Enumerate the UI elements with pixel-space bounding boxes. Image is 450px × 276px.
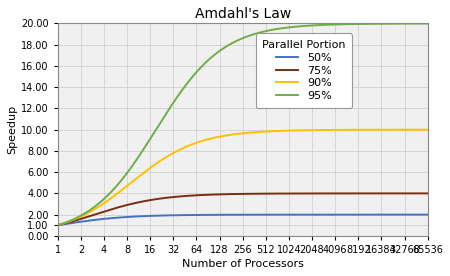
75%: [275, 192, 281, 195]
75%: [255, 192, 261, 195]
90%: [55, 224, 60, 227]
95%: [55, 224, 60, 227]
95%: [231, 41, 236, 44]
75%: [55, 224, 60, 227]
75%: [231, 192, 236, 196]
Title: Amdahl's Law: Amdahl's Law: [194, 7, 291, 21]
75%: [233, 192, 238, 196]
95%: [425, 22, 430, 25]
50%: [416, 213, 421, 216]
Line: 90%: 90%: [58, 130, 428, 225]
90%: [358, 128, 364, 131]
X-axis label: Number of Processors: Number of Processors: [182, 259, 304, 269]
50%: [358, 213, 364, 216]
95%: [358, 22, 364, 26]
90%: [233, 132, 238, 136]
90%: [231, 133, 236, 136]
50%: [255, 213, 261, 216]
75%: [358, 192, 364, 195]
50%: [233, 213, 238, 216]
Line: 75%: 75%: [58, 193, 428, 225]
90%: [416, 128, 421, 131]
75%: [416, 192, 421, 195]
90%: [255, 130, 261, 134]
90%: [425, 128, 430, 131]
95%: [255, 31, 261, 35]
75%: [425, 192, 430, 195]
Y-axis label: Speedup: Speedup: [7, 105, 17, 154]
50%: [231, 213, 236, 216]
90%: [275, 129, 281, 133]
95%: [233, 40, 238, 43]
Line: 95%: 95%: [58, 23, 428, 225]
Line: 50%: 50%: [58, 215, 428, 225]
95%: [275, 27, 281, 31]
50%: [55, 224, 60, 227]
Legend: 50%, 75%, 90%, 95%: 50%, 75%, 90%, 95%: [256, 33, 352, 108]
50%: [425, 213, 430, 216]
95%: [416, 22, 421, 25]
50%: [275, 213, 281, 216]
